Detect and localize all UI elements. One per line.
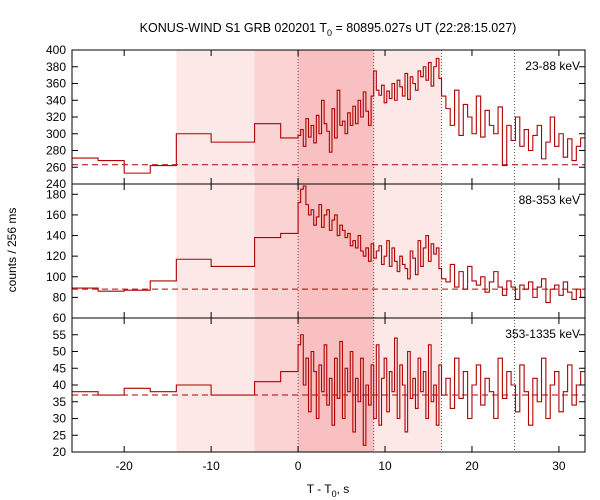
y-tick-label: 260 [46, 160, 66, 174]
x-axis-label-rest: , s [337, 482, 350, 496]
x-tick-label: 0 [295, 459, 302, 473]
x-axis-label: T - T0, s [307, 482, 350, 499]
y-tick-label: 400 [46, 43, 66, 57]
y-tick-label: 160 [46, 208, 66, 222]
y-tick-label: 55 [53, 328, 67, 342]
y-tick-label: 280 [46, 144, 66, 158]
x-axis-label-subscript: 0 [332, 489, 337, 499]
y-tick-label: 60 [53, 311, 67, 325]
y-tick-label: 30 [53, 412, 67, 426]
light-curve-1 [72, 57, 585, 174]
y-tick-label: 140 [46, 229, 66, 243]
x-tick-label: 30 [552, 459, 566, 473]
panel-1: 240 260 280 300 320 340 360 380 400 23-88 keV [46, 43, 586, 191]
y-tick-label: 25 [53, 428, 67, 442]
chart-title-rest: = 80895.027s UT (22:28:15.027) [332, 21, 516, 35]
chart-title: KONUS-WIND S1 GRB 020201 T0 = 80895.027s… [140, 21, 517, 38]
y-tick-label: 20 [53, 445, 67, 459]
x-tick-label: -10 [202, 459, 220, 473]
x-tick-label: -20 [115, 459, 133, 473]
x-axis-label-main: T - T [307, 482, 333, 496]
light-curve-3 [72, 334, 585, 446]
y-tick-label: 120 [46, 249, 66, 263]
y-tick-label: 180 [46, 187, 66, 201]
chart-title-main: KONUS-WIND S1 GRB 020201 T [140, 21, 328, 35]
y-tick-label: 300 [46, 127, 66, 141]
energy-band-label: 353-1335 keV [505, 327, 580, 341]
y-axis-label: counts / 256 ms [5, 208, 19, 293]
y-tick-label: 240 [46, 177, 66, 191]
panel-3: 20 25 30 35 40 45 50 55 353-1335 keV [53, 317, 586, 459]
y-tick-label: 35 [53, 395, 67, 409]
x-tick-label: 10 [378, 459, 392, 473]
chart-title-subscript: 0 [327, 28, 332, 38]
y-tick-label: 340 [46, 93, 66, 107]
y-tick-label: 320 [46, 110, 66, 124]
y-tick-label: 360 [46, 77, 66, 91]
y-tick-label: 45 [53, 361, 67, 375]
y-tick-label: 80 [53, 290, 67, 304]
x-tick-label: 20 [465, 459, 479, 473]
energy-band-label: 88-353 keV [519, 193, 580, 207]
energy-band-label: 23-88 keV [525, 59, 580, 73]
y-tick-label: 40 [53, 378, 67, 392]
y-tick-label: 50 [53, 345, 67, 359]
y-tick-label: 380 [46, 60, 66, 74]
light-curve-2 [72, 185, 585, 304]
y-tick-label: 100 [46, 270, 66, 284]
